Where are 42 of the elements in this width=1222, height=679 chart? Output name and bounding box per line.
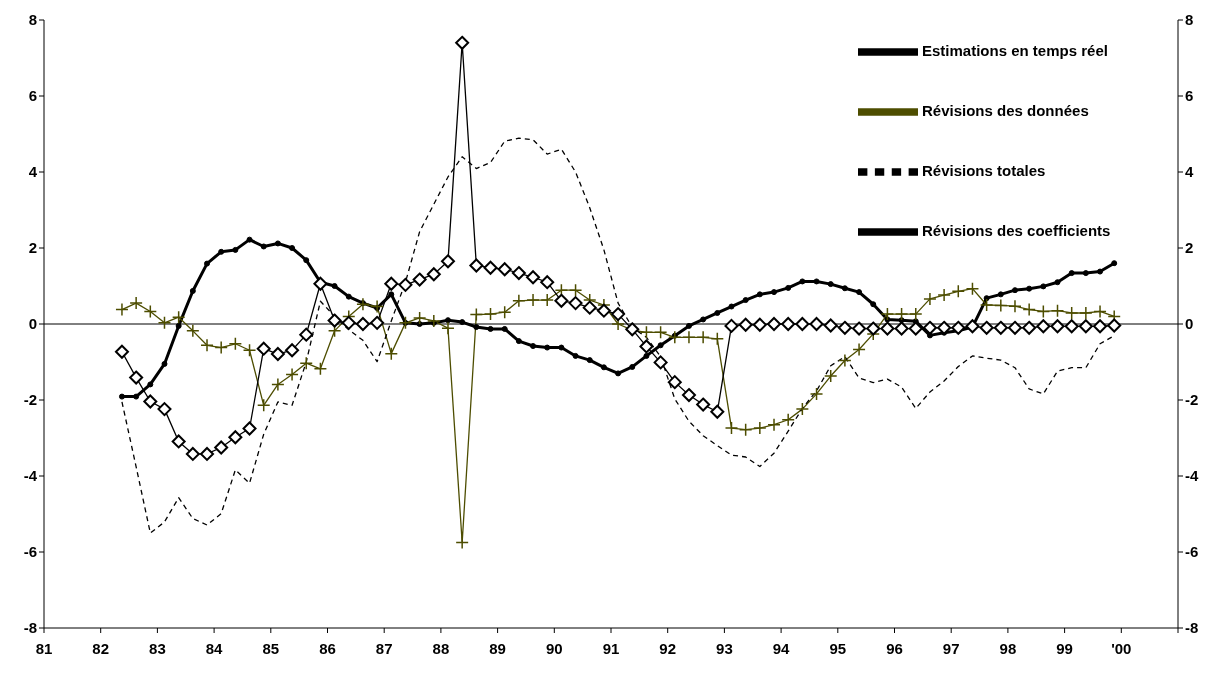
x-tick-label: 85 <box>262 639 280 657</box>
x-tick-label: '00 <box>1111 639 1132 657</box>
legend-label: Révisions totales <box>922 162 1046 180</box>
x-tick-label: 83 <box>149 639 166 657</box>
y-tick-label: 2 <box>28 239 37 257</box>
y-tick-label: 6 <box>28 87 37 105</box>
x-tick-label: 94 <box>772 639 791 657</box>
y-tick-label: -2 <box>23 391 37 409</box>
x-tick-label: 95 <box>829 639 847 657</box>
y-tick-label: -4 <box>23 467 38 485</box>
x-tick-label: 92 <box>659 639 677 657</box>
x-tick-label: 84 <box>205 639 224 657</box>
x-tick-label: 93 <box>716 639 733 657</box>
y2-tick-label: -2 <box>1185 391 1199 409</box>
x-tick-label: 96 <box>886 639 903 657</box>
y2-tick-label: 0 <box>1185 315 1194 333</box>
x-tick-label: 86 <box>319 639 336 657</box>
y-tick-label: -6 <box>23 543 37 561</box>
y2-tick-label: 8 <box>1185 11 1194 29</box>
x-tick-label: 82 <box>92 639 110 657</box>
x-tick-label: 91 <box>602 639 620 657</box>
y-tick-label: 4 <box>28 163 38 181</box>
y-tick-label: 0 <box>28 315 37 333</box>
x-tick-label: 88 <box>432 639 450 657</box>
x-tick-label: 87 <box>375 639 393 657</box>
y-tick-label: -8 <box>23 619 37 637</box>
y2-tick-label: -8 <box>1185 619 1199 637</box>
y2-tick-label: 2 <box>1185 239 1194 257</box>
legend-label: Estimations en temps réel <box>922 42 1108 60</box>
x-tick-label: 89 <box>489 639 506 657</box>
y2-tick-label: 4 <box>1185 163 1194 181</box>
x-tick-label: 99 <box>1056 639 1073 657</box>
y2-tick-label: -6 <box>1185 543 1199 561</box>
x-tick-label: 97 <box>942 639 960 657</box>
y2-tick-label: 6 <box>1185 87 1194 105</box>
x-tick-label: 90 <box>545 639 563 657</box>
x-tick-label: 81 <box>35 639 53 657</box>
legend-label: Révisions des données <box>922 102 1089 120</box>
x-tick-label: 98 <box>999 639 1017 657</box>
y-tick-label: 8 <box>28 11 37 29</box>
legend-label: Révisions des coefficients <box>922 222 1111 240</box>
y2-tick-label: -4 <box>1185 467 1199 485</box>
